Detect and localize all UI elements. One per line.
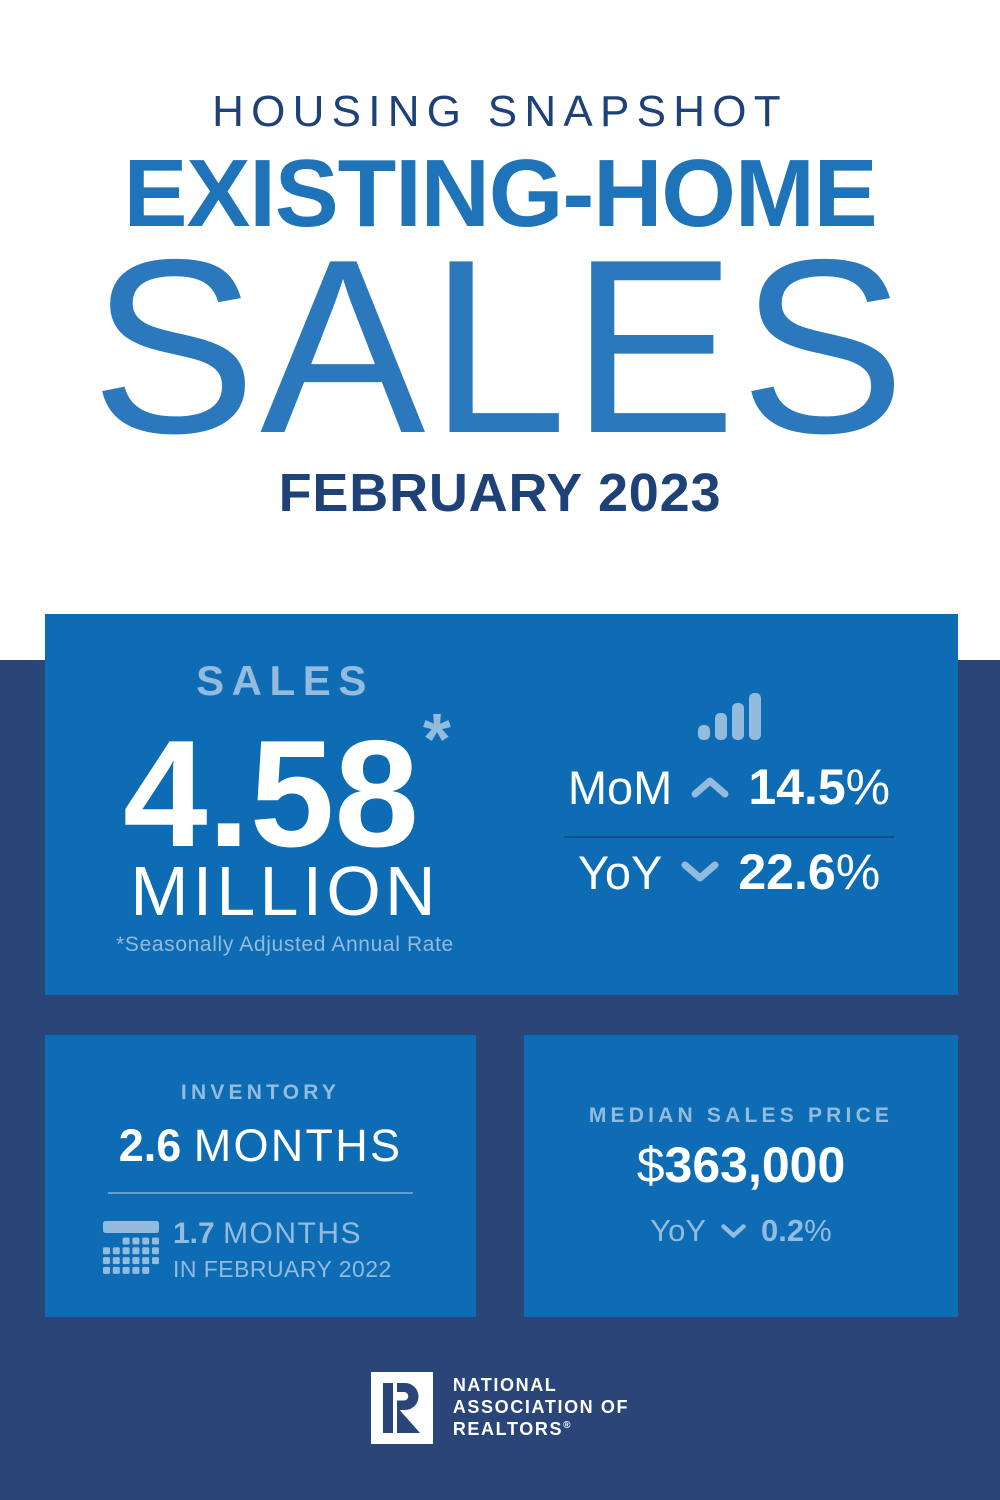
- inventory-value: 2.6 MONTHS: [45, 1123, 476, 1168]
- prior-inventory-period: IN FEBRUARY 2022: [173, 1256, 392, 1282]
- nar-logo: [370, 1372, 433, 1444]
- inventory-divider: [108, 1192, 413, 1194]
- median-price-number: 363,000: [664, 1137, 846, 1193]
- headline-bold: EXISTING-HOME: [123, 140, 877, 247]
- chevron-down-icon: [721, 1223, 746, 1238]
- footer: NATIONAL ASSOCIATION OF REALTORS®: [0, 1372, 1000, 1444]
- yoy-value: 22.6%: [738, 847, 880, 897]
- nar-wordmark: NATIONAL ASSOCIATION OF REALTORS®: [453, 1375, 629, 1441]
- yoy-number: 22.6: [738, 844, 836, 900]
- sales-value: 4.58*: [75, 704, 495, 870]
- mom-row: MoM 14.5%: [519, 762, 939, 812]
- nar-line2: ASSOCIATION OF: [452, 1396, 630, 1417]
- inventory-unit: MONTHS: [193, 1120, 403, 1171]
- report-month: FEBRUARY 2023: [278, 463, 722, 523]
- median-price-label: MEDIAN SALES PRICE: [588, 1104, 894, 1127]
- mom-value: 14.5%: [748, 762, 890, 812]
- median-price-value: $363,000: [524, 1140, 958, 1190]
- mom-label: MoM: [567, 760, 673, 814]
- percent-sign: %: [804, 1213, 832, 1248]
- nar-line3: REALTORS®: [453, 1419, 629, 1441]
- median-yoy-row: YoY 0.2%: [524, 1215, 958, 1246]
- mom-number: 14.5: [748, 759, 846, 815]
- bar-chart-icon: [519, 692, 939, 740]
- prior-inventory-unit: MONTHS: [223, 1217, 363, 1250]
- percent-sign: %: [835, 844, 881, 900]
- prior-inventory-value: 1.7 MONTHS: [173, 1219, 392, 1249]
- inventory-number: 2.6: [118, 1120, 182, 1171]
- sales-number: 4.58: [123, 709, 419, 879]
- median-price-card: MEDIAN SALES PRICE $363,000 YoY 0.2%: [524, 1035, 958, 1317]
- inventory-card: INVENTORY 2.6 MONTHS 1.7 MONTHS IN FEBRU…: [45, 1035, 476, 1317]
- sales-card: SALES 4.58* MILLION *Seasonally Adjusted…: [45, 614, 958, 995]
- sales-footnote: *Seasonally Adjusted Annual Rate: [116, 933, 454, 956]
- registered-mark: ®: [563, 1419, 573, 1431]
- headline-thin: SALES: [90, 207, 910, 485]
- nar-realtors: REALTORS: [452, 1418, 564, 1439]
- yoy-row: YoY 22.6%: [519, 847, 939, 897]
- median-yoy-value: 0.2%: [761, 1215, 832, 1246]
- inventory-label: INVENTORY: [180, 1081, 341, 1104]
- calendar-icon: [103, 1221, 159, 1274]
- currency-sign: $: [636, 1137, 665, 1193]
- prior-inventory: 1.7 MONTHS IN FEBRUARY 2022: [103, 1219, 392, 1281]
- median-yoy-label: YoY: [650, 1213, 707, 1248]
- kicker: HOUSING SNAPSHOT: [212, 87, 788, 136]
- sales-unit: MILLION: [130, 852, 440, 930]
- prior-inventory-text: 1.7 MONTHS IN FEBRUARY 2022: [173, 1219, 392, 1281]
- median-yoy-number: 0.2: [761, 1213, 805, 1248]
- yoy-label: YoY: [577, 845, 663, 899]
- chevron-down-icon: [681, 861, 719, 882]
- nar-line1: NATIONAL: [452, 1375, 558, 1395]
- prior-inventory-number: 1.7: [173, 1217, 215, 1250]
- sales-label: SALES: [196, 657, 374, 704]
- percent-sign: %: [845, 759, 891, 815]
- chevron-up-icon: [691, 777, 729, 798]
- rate-divider: [564, 836, 894, 838]
- sales-asterisk: *: [422, 700, 451, 780]
